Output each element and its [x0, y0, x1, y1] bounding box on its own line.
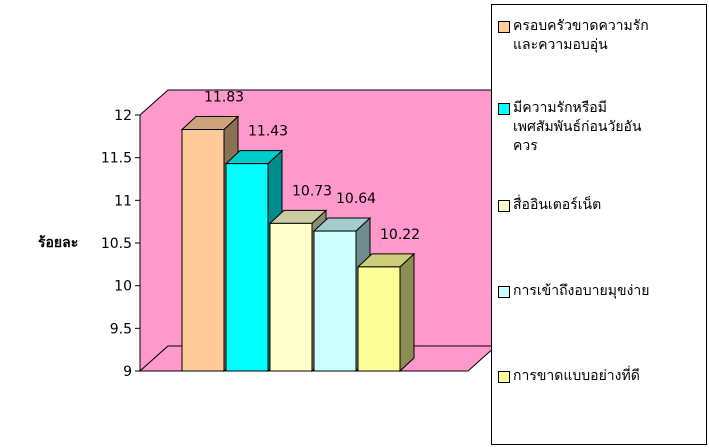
- bar-front: [269, 222, 313, 372]
- legend-label: มีความรักหรือมี เพศสัมพันธ์ก่อนวัยอัน คว…: [513, 100, 642, 154]
- legend-swatch: [498, 200, 510, 212]
- bar-front: [181, 129, 225, 372]
- legend-swatch: [498, 371, 510, 383]
- y-tick-label: 11: [114, 193, 132, 209]
- data-label: 11.83: [204, 90, 244, 106]
- y-tick-label: 10: [114, 279, 132, 295]
- bar: [356, 252, 416, 373]
- bar-side: [399, 252, 415, 373]
- y-tick-label: 10.5: [101, 236, 132, 252]
- bar-front: [357, 266, 401, 372]
- y-axis: 12 11.5 11 10.5 10 9.5 9: [101, 108, 141, 380]
- bar-front: [313, 230, 357, 372]
- legend-swatch: [498, 21, 510, 33]
- legend-label: การเข้าถึงอบายมุขง่าย: [513, 283, 650, 299]
- legend-swatch: [498, 103, 510, 115]
- legend-swatch: [498, 286, 510, 298]
- legend-item: มีความรักหรือมี เพศสัมพันธ์ก่อนวัยอัน คว…: [498, 99, 704, 156]
- legend-label: การขาดแบบอย่างที่ดี: [513, 368, 640, 384]
- y-tick-label: 11.5: [101, 151, 132, 167]
- legend-label: สื่ออินเตอร์เน็ต: [513, 197, 602, 213]
- y-tick-label: 12: [114, 108, 132, 124]
- data-label: 11.43: [248, 124, 288, 140]
- y-tick-label: 9: [123, 364, 132, 380]
- legend-item: การเข้าถึงอบายมุขง่าย: [498, 282, 704, 301]
- data-label: 10.73: [292, 183, 332, 199]
- data-label: 10.22: [380, 227, 420, 243]
- data-label: 10.64: [336, 191, 376, 207]
- data-labels: 11.83 11.43 10.73 10.64 10.22: [204, 90, 420, 243]
- y-tick-label: 9.5: [110, 321, 132, 337]
- legend-label: ครอบครัวขาดความรัก และความอบอุ่น: [513, 18, 649, 53]
- y-axis-label: ร้อยละ: [38, 235, 78, 251]
- legend-item: การขาดแบบอย่างที่ดี: [498, 367, 704, 386]
- bar-front: [225, 163, 269, 372]
- legend-item: ครอบครัวขาดความรัก และความอบอุ่น: [498, 17, 704, 55]
- legend: ครอบครัวขาดความรัก และความอบอุ่นมีความรั…: [491, 4, 707, 445]
- legend-item: สื่ออินเตอร์เน็ต: [498, 196, 704, 215]
- bars: [180, 115, 416, 373]
